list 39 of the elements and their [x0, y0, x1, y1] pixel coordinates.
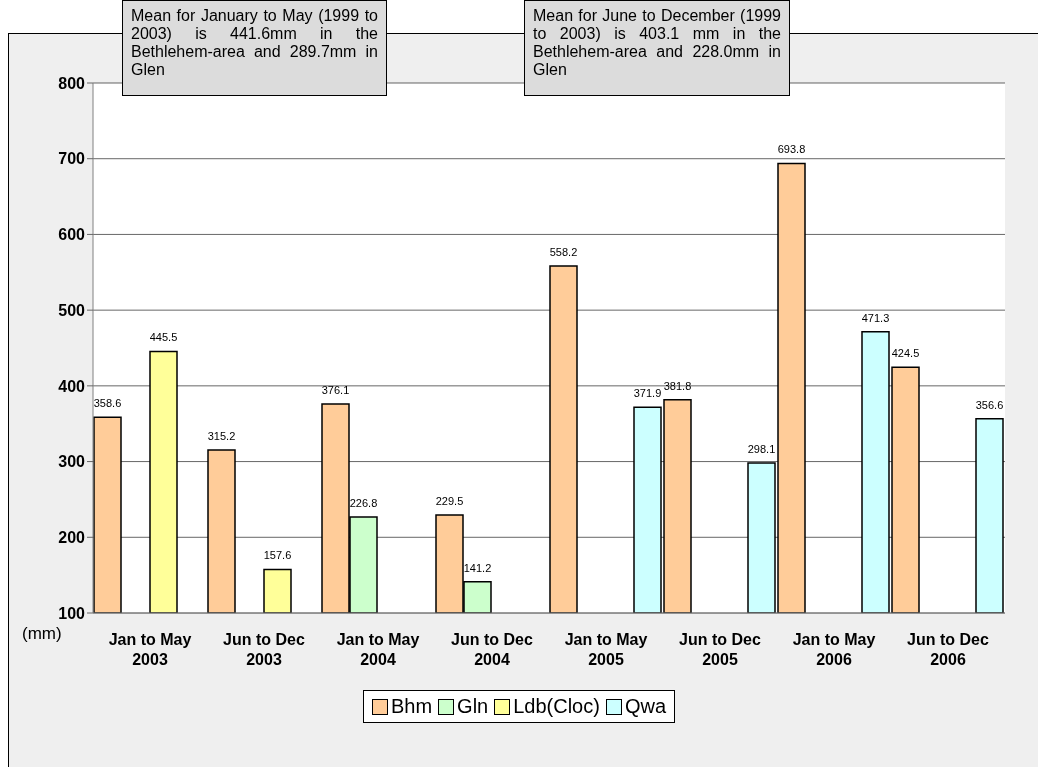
- data-label: 376.1: [321, 383, 350, 396]
- y-tick-label: 400: [58, 377, 86, 395]
- x-tick-label: Jun to Dec 2006: [907, 631, 989, 668]
- y-tick-label: 100: [58, 604, 86, 622]
- data-label: 157.6: [263, 549, 292, 562]
- x-tick-label: Jan to May 2006: [792, 631, 876, 668]
- y-tick-label: 800: [58, 74, 86, 92]
- data-label: 141.2: [463, 561, 492, 574]
- data-label: 358.6: [93, 397, 122, 410]
- data-label: 445.5: [149, 331, 178, 344]
- data-label: 226.8: [349, 496, 378, 509]
- legend-label: Bhm: [389, 695, 433, 718]
- x-tick-label: Jun to Dec 2004: [451, 631, 533, 668]
- data-label: 356.6: [975, 398, 1004, 411]
- data-label: 298.1: [747, 443, 776, 456]
- legend-label: Gln: [456, 695, 489, 718]
- x-tick-label: Jan to May 2005: [564, 631, 648, 668]
- x-tick-label: Jun to Dec 2003: [223, 631, 305, 668]
- text: Mean for June to December (1999 to 2003) is 403.1 mm in the Bethlehem-area and 228.0mm in Glen: [524, 0, 790, 96]
- legend-label: Qwa: [623, 695, 667, 718]
- data-label: 424.5: [891, 347, 920, 360]
- data-label: 371.9: [633, 387, 662, 400]
- x-tick-label: Jan to May 2004: [336, 631, 420, 668]
- data-label: 381.8: [663, 379, 692, 392]
- x-tick-label: Jan to May 2003: [108, 631, 192, 668]
- y-tick-label: 600: [58, 226, 86, 244]
- legend-label: Ldb(Cloc): [512, 695, 600, 718]
- y-axis-title: (mm): [22, 624, 62, 644]
- text: Mean for January to May (1999 to 2003) is 441.6mm in the Bethlehem-area and 289.7mm in Glen: [122, 0, 387, 96]
- data-label: 558.2: [549, 246, 578, 259]
- y-tick-label: 200: [58, 528, 86, 546]
- data-label: 315.2: [207, 430, 236, 443]
- y-tick-label: 300: [58, 453, 86, 471]
- data-label: 471.3: [861, 311, 890, 324]
- y-tick-label: 500: [58, 301, 86, 319]
- data-label: 693.8: [777, 143, 806, 156]
- x-tick-label: Jun to Dec 2005: [679, 631, 761, 668]
- y-tick-label: 700: [58, 150, 86, 168]
- data-label: 229.5: [435, 494, 464, 507]
